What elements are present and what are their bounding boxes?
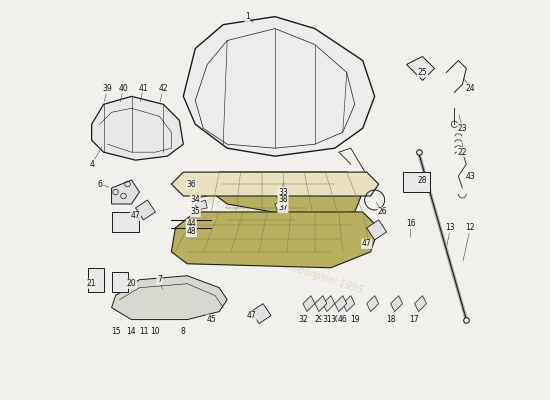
Text: 25: 25 [417, 68, 427, 77]
Bar [112, 272, 128, 292]
Polygon shape [195, 200, 207, 210]
Text: 4: 4 [89, 160, 94, 169]
Text: 46: 46 [338, 315, 348, 324]
Polygon shape [275, 188, 287, 198]
Bar [112, 212, 140, 232]
Text: 7: 7 [157, 275, 162, 284]
Polygon shape [92, 96, 183, 160]
Text: 14: 14 [126, 327, 136, 336]
Polygon shape [406, 56, 434, 80]
Polygon shape [195, 176, 207, 186]
Text: 18: 18 [386, 315, 395, 324]
Polygon shape [172, 212, 378, 268]
Polygon shape [172, 172, 378, 196]
Text: 41: 41 [139, 84, 148, 93]
Text: 39: 39 [103, 84, 112, 93]
Polygon shape [303, 296, 315, 312]
Text: 38: 38 [278, 196, 288, 204]
Text: 23: 23 [458, 124, 467, 133]
Polygon shape [415, 296, 426, 312]
Text: 29: 29 [314, 315, 323, 324]
Text: 40: 40 [119, 84, 128, 93]
Polygon shape [183, 17, 375, 156]
Polygon shape [112, 276, 227, 320]
Text: 12: 12 [465, 224, 475, 232]
Text: 47: 47 [246, 311, 256, 320]
Text: a classic for Lamborghini 1995: a classic for Lamborghini 1995 [218, 240, 364, 296]
Text: 16: 16 [406, 220, 415, 228]
Bar [87, 268, 103, 292]
Polygon shape [367, 296, 378, 312]
Text: 31: 31 [322, 315, 332, 324]
Text: 10: 10 [151, 327, 160, 336]
Text: 30: 30 [330, 315, 340, 324]
Text: 36: 36 [186, 180, 196, 188]
Text: 44: 44 [186, 220, 196, 228]
Text: 35: 35 [190, 208, 200, 216]
Polygon shape [112, 180, 140, 204]
Polygon shape [323, 296, 335, 312]
Text: 43: 43 [465, 172, 475, 180]
Polygon shape [390, 296, 403, 312]
Text: 45: 45 [206, 315, 216, 324]
Polygon shape [343, 296, 355, 312]
Polygon shape [315, 296, 327, 312]
Text: 13: 13 [446, 224, 455, 232]
Text: 48: 48 [186, 227, 196, 236]
Text: 6: 6 [97, 180, 102, 188]
Polygon shape [275, 200, 287, 210]
Text: 1: 1 [245, 12, 250, 21]
Text: 19: 19 [350, 315, 360, 324]
Polygon shape [251, 304, 271, 324]
Text: 24: 24 [465, 84, 475, 93]
Polygon shape [367, 220, 387, 240]
Text: 33: 33 [278, 188, 288, 196]
Polygon shape [195, 188, 207, 198]
Polygon shape [135, 200, 156, 220]
Text: 28: 28 [418, 176, 427, 184]
Text: e classic for Lamborghini 1995: e classic for Lamborghini 1995 [206, 194, 360, 253]
Text: 47: 47 [130, 212, 140, 220]
Text: 37: 37 [278, 204, 288, 212]
Polygon shape [211, 172, 362, 216]
Polygon shape [335, 296, 346, 312]
Text: 20: 20 [126, 279, 136, 288]
Text: 34: 34 [190, 196, 200, 204]
Text: 11: 11 [139, 327, 148, 336]
Text: 17: 17 [410, 315, 419, 324]
Text: 42: 42 [158, 84, 168, 93]
Text: 26: 26 [378, 208, 387, 216]
Text: 8: 8 [181, 327, 186, 336]
Polygon shape [403, 172, 431, 192]
Text: 21: 21 [87, 279, 96, 288]
Text: 32: 32 [298, 315, 307, 324]
Text: 47: 47 [362, 239, 372, 248]
Text: 15: 15 [111, 327, 120, 336]
Text: 22: 22 [458, 148, 467, 157]
